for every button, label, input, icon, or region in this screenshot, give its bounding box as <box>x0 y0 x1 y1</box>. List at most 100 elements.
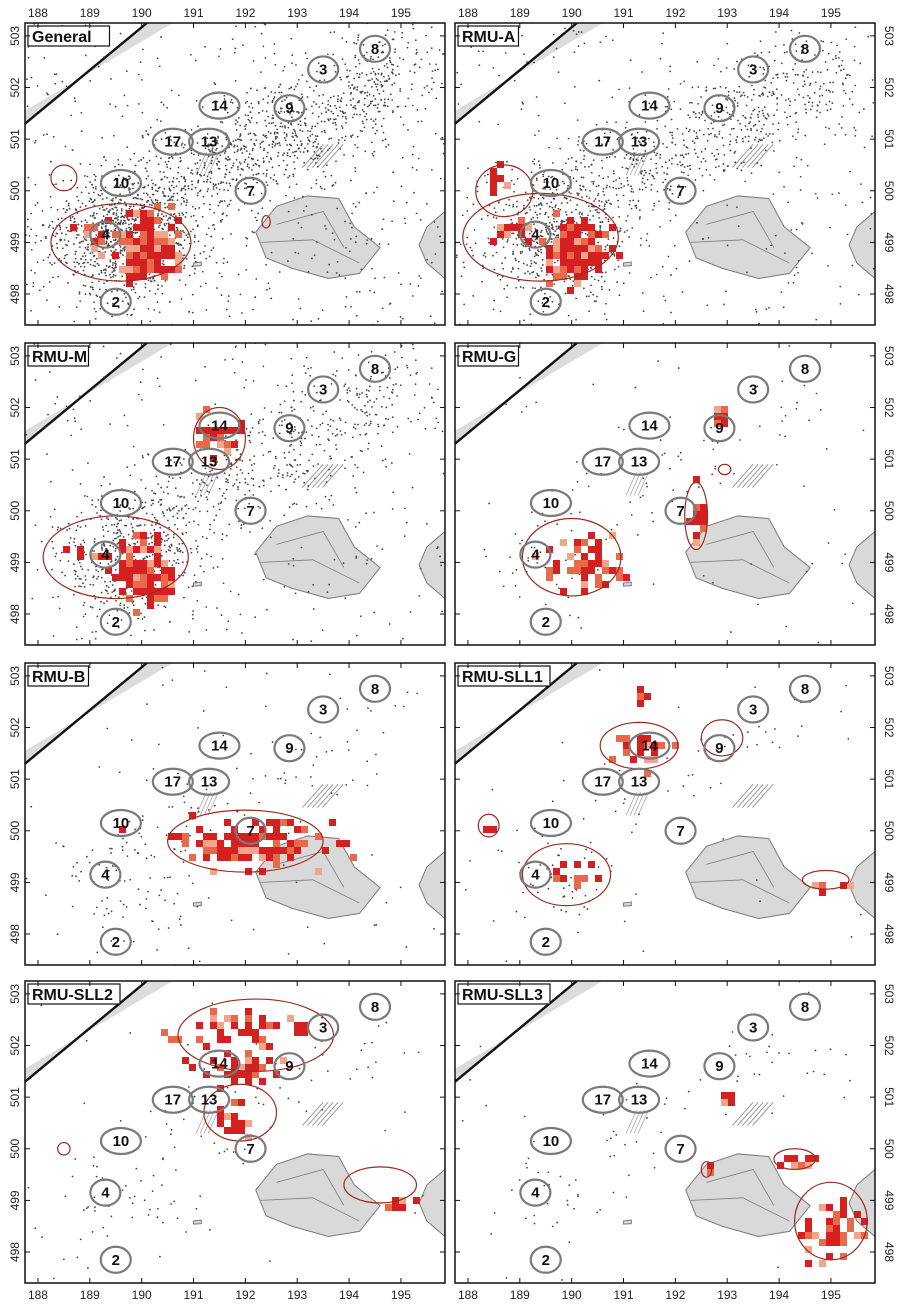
data-point <box>785 116 788 119</box>
data-point <box>104 271 107 274</box>
data-point <box>180 298 183 300</box>
data-point <box>597 279 600 282</box>
data-point <box>689 164 691 167</box>
data-point <box>316 157 319 160</box>
data-point <box>486 214 489 217</box>
data-point <box>638 141 641 143</box>
data-point <box>281 125 284 128</box>
data-point <box>726 165 729 168</box>
data-point <box>355 113 358 116</box>
data-point <box>793 274 796 277</box>
data-point <box>354 104 356 107</box>
data-point <box>848 74 851 77</box>
hotspot-cell <box>154 217 161 224</box>
data-point <box>307 485 310 487</box>
data-point <box>726 42 729 45</box>
data-point <box>232 162 235 165</box>
data-point <box>667 255 670 258</box>
data-point <box>168 157 170 160</box>
zone-8: 8 <box>788 34 822 63</box>
data-point <box>618 245 621 248</box>
data-point <box>705 169 708 171</box>
data-point <box>417 157 420 160</box>
data-point <box>160 486 162 489</box>
data-point <box>471 249 473 252</box>
data-point <box>345 40 348 43</box>
data-point <box>365 118 368 121</box>
data-point <box>800 52 803 54</box>
data-point <box>751 84 753 87</box>
zone-9: 9 <box>273 94 306 123</box>
hatch-mark <box>207 471 219 496</box>
data-point <box>611 96 614 99</box>
data-point <box>767 115 770 117</box>
hotspot-cell <box>511 224 518 231</box>
data-point <box>121 275 124 278</box>
data-point <box>105 584 108 587</box>
data-point <box>691 102 693 104</box>
data-point <box>621 166 624 169</box>
data-point <box>77 199 80 202</box>
data-point <box>421 94 424 97</box>
data-point <box>241 312 243 314</box>
data-point <box>528 249 531 252</box>
data-point <box>575 297 578 300</box>
data-point <box>47 413 49 416</box>
data-point <box>84 293 87 296</box>
data-point <box>220 275 223 278</box>
data-point <box>495 251 498 254</box>
data-point <box>153 529 156 531</box>
data-point <box>717 153 720 155</box>
data-point <box>185 257 188 260</box>
x-tick-label: 193 <box>287 6 307 20</box>
data-point <box>535 241 538 244</box>
zone-outline <box>788 34 822 63</box>
data-point <box>776 76 779 79</box>
data-point <box>710 122 713 125</box>
data-point <box>366 239 369 242</box>
data-point <box>666 167 669 169</box>
data-point <box>325 164 328 167</box>
data-point <box>120 208 123 210</box>
data-point <box>426 51 429 54</box>
data-point <box>862 108 865 111</box>
data-point <box>55 183 58 186</box>
data-point <box>92 186 95 189</box>
data-point <box>230 98 233 101</box>
data-point <box>532 235 535 238</box>
data-point <box>771 91 774 93</box>
data-point <box>48 281 51 283</box>
data-point <box>347 85 350 87</box>
data-point <box>197 192 199 194</box>
data-point <box>520 252 522 255</box>
data-point <box>182 213 185 216</box>
data-point <box>103 56 106 59</box>
data-point <box>262 98 265 101</box>
data-point <box>98 288 101 291</box>
data-point <box>210 235 213 238</box>
data-point <box>179 496 182 498</box>
data-point <box>757 140 760 143</box>
data-point <box>147 536 150 539</box>
data-point <box>278 91 281 94</box>
data-point <box>361 108 364 111</box>
hotspot-cell <box>84 224 91 231</box>
data-point <box>255 163 258 166</box>
data-point <box>243 148 246 150</box>
data-point <box>404 105 407 108</box>
data-point <box>666 173 668 175</box>
data-point <box>335 123 337 126</box>
data-point <box>688 130 690 133</box>
data-point <box>342 562 345 565</box>
data-point <box>786 75 789 78</box>
data-point <box>330 137 333 140</box>
data-point <box>181 551 184 554</box>
hotspot-cell <box>126 252 133 259</box>
data-point <box>48 253 51 256</box>
data-point <box>605 200 607 203</box>
data-point <box>247 156 250 159</box>
data-point <box>506 239 509 241</box>
data-point <box>736 206 738 209</box>
data-point <box>712 87 715 90</box>
data-point <box>374 104 377 107</box>
